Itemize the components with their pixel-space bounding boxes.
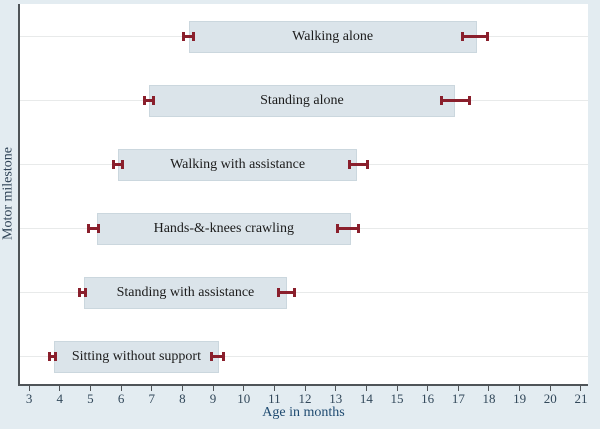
x-tick: [120, 386, 122, 391]
error-cap-left: [142, 96, 155, 105]
x-tick: [304, 386, 306, 391]
error-cap-right: [347, 160, 370, 169]
x-tick-label: 19: [513, 391, 527, 406]
x-tick: [151, 386, 153, 391]
milestone-bar: Walking alone: [188, 20, 477, 53]
error-cap-right: [335, 224, 361, 233]
x-tick: [273, 386, 275, 391]
error-cap-left: [182, 32, 195, 41]
y-axis-line: [18, 4, 20, 386]
x-tick-label: 3: [25, 391, 33, 406]
milestone-bar: Sitting without support: [53, 340, 220, 373]
x-tick: [365, 386, 367, 391]
x-tick-label: 7: [148, 391, 155, 406]
milestone-label: Walking alone: [292, 28, 374, 44]
x-tick-label: 12: [298, 391, 312, 406]
x-tick-label: 15: [390, 391, 404, 406]
x-tick-label: 10: [237, 391, 251, 406]
x-tick-label: 17: [451, 391, 465, 406]
milestone-label: Hands-&-knees crawling: [153, 220, 294, 236]
row-reference-line: [19, 356, 588, 357]
x-tick: [28, 386, 30, 391]
x-tick-label: 20: [543, 391, 557, 406]
x-tick: [427, 386, 429, 391]
x-tick-label: 21: [574, 391, 588, 406]
milestone-bar: Standing with assistance: [84, 276, 287, 309]
x-tick: [488, 386, 490, 391]
x-tick-label: 8: [179, 391, 186, 406]
error-cap-right: [439, 96, 471, 105]
x-tick: [59, 386, 61, 391]
x-tick-label: 5: [87, 391, 94, 406]
y-axis-title: Motor milestone: [0, 147, 16, 241]
error-cap-right: [461, 32, 489, 41]
x-tick: [396, 386, 398, 391]
error-cap-left: [87, 224, 100, 233]
x-tick-label: 16: [421, 391, 435, 406]
x-tick-label: 9: [209, 391, 217, 406]
x-tick: [457, 386, 459, 391]
x-tick-label: 6: [117, 391, 125, 406]
x-tick: [580, 386, 582, 391]
error-cap-left: [47, 352, 57, 361]
x-tick-label: 13: [329, 391, 343, 406]
x-tick-label: 4: [56, 391, 64, 406]
error-cap-right: [277, 288, 296, 297]
x-tick: [335, 386, 337, 391]
x-tick: [181, 386, 183, 391]
x-tick: [549, 386, 551, 391]
x-tick: [243, 386, 245, 391]
row-reference-line: [19, 292, 588, 293]
x-axis-line: [18, 384, 588, 386]
error-cap-right: [209, 352, 226, 361]
error-cap-left: [111, 160, 125, 169]
x-tick: [519, 386, 521, 391]
x-tick-label: 14: [359, 391, 373, 406]
milestone-bar: Standing alone: [148, 84, 456, 117]
x-tick: [212, 386, 214, 391]
milestone-label: Standing with assistance: [116, 284, 255, 300]
milestone-label: Walking with assistance: [170, 156, 306, 172]
x-axis-title: Age in months: [262, 405, 345, 420]
x-tick-label: 11: [268, 391, 281, 406]
milestone-label: Sitting without support: [71, 348, 201, 364]
plot-area: [19, 4, 588, 384]
milestone-label: Standing alone: [260, 92, 344, 108]
milestone-bar: Hands-&-knees crawling: [96, 212, 352, 245]
x-tick: [89, 386, 91, 391]
milestone-bar: Walking with assistance: [118, 148, 358, 181]
error-cap-left: [78, 288, 88, 297]
x-tick-label: 18: [482, 391, 496, 406]
